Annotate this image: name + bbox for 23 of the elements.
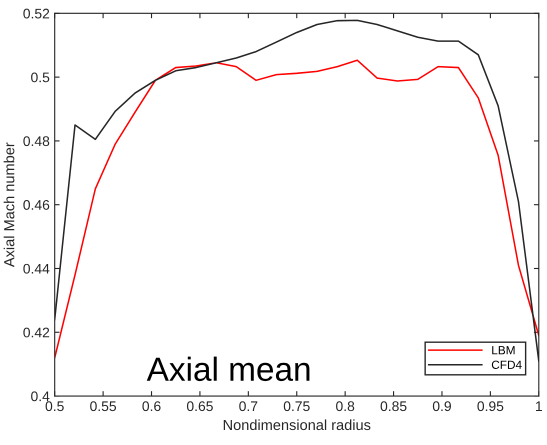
y-tick-label: 0.42 [23,328,50,338]
y-tick-label: 0.4 [31,391,50,402]
x-tick-label: 0.9 [432,401,451,412]
x-tick-label: 0.65 [186,401,213,412]
x-tick-label: 0.95 [477,401,504,412]
y-tick-label: 0.5 [31,72,50,82]
x-tick-label: 0.6 [142,401,161,412]
y-tick-label: 0.52 [23,8,50,19]
legend-label: LBM [492,346,515,354]
y-tick-label: 0.44 [23,264,50,274]
annotation: Axial mean [146,356,310,382]
x-axis-title: Nondimensional radius [224,419,370,430]
y-axis-title: Axial Mach number [4,142,14,268]
y-tick-label: 0.46 [23,200,50,210]
x-tick-label: 0.55 [90,401,116,412]
x-tick-label: 0.8 [336,401,354,412]
x-tick-label: 0.75 [284,401,310,412]
x-tick-label: 1 [536,401,542,411]
legend-label: CFD4 [492,360,522,369]
x-tick-label: 0.85 [380,401,406,412]
x-tick-label: 0.7 [239,401,258,412]
y-tick-label: 0.48 [23,136,50,146]
x-tick-label: 0.5 [46,401,64,412]
